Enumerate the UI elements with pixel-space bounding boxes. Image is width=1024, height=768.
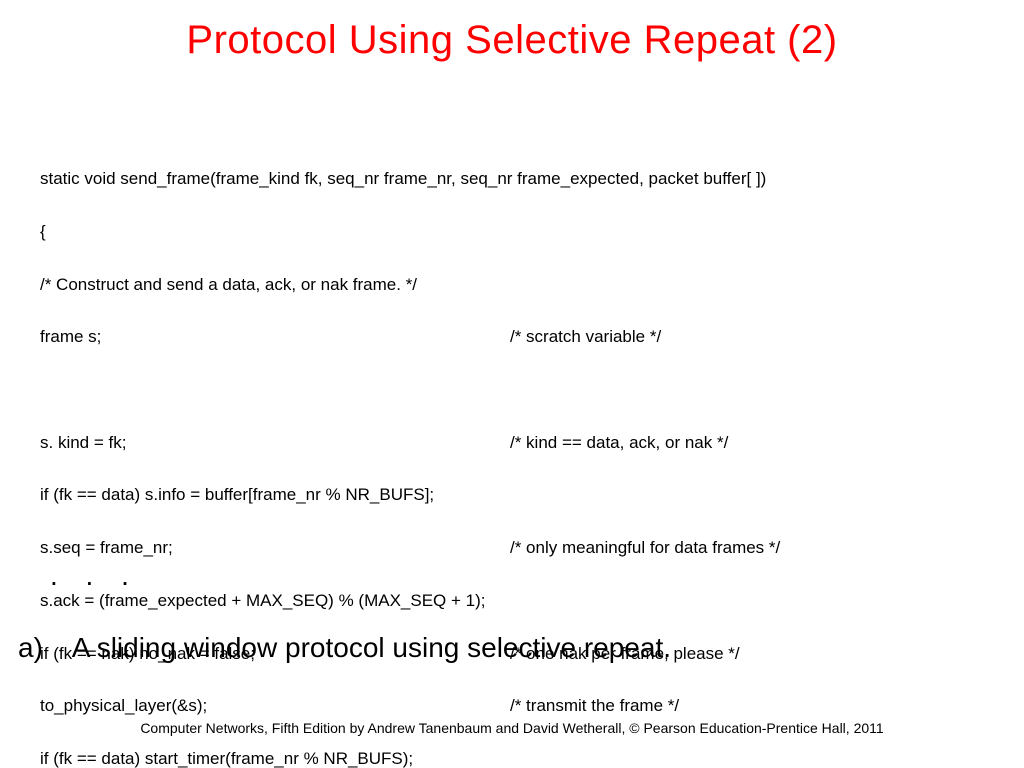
caption: a) A sliding window protocol using selec…: [18, 632, 984, 664]
code-left: {: [40, 219, 510, 245]
code-block: static void send_frame(frame_kind fk, se…: [40, 140, 1000, 768]
caption-text: A sliding window protocol using selectiv…: [72, 632, 671, 664]
code-line: if (fk == data) start_timer(frame_nr % N…: [40, 746, 1000, 768]
code-left: s. kind = fk;: [40, 430, 510, 456]
code-right: /* only meaningful for data frames */: [510, 535, 780, 561]
code-left: to_physical_layer(&s);: [40, 693, 510, 719]
code-line: static void send_frame(frame_kind fk, se…: [40, 166, 1000, 192]
slide-title: Protocol Using Selective Repeat (2): [0, 18, 1024, 63]
code-line: /* Construct and send a data, ack, or na…: [40, 272, 1000, 298]
slide: Protocol Using Selective Repeat (2) stat…: [0, 0, 1024, 768]
code-line: s.seq = frame_nr;/* only meaningful for …: [40, 535, 1000, 561]
code-left: static void send_frame(frame_kind fk, se…: [40, 166, 766, 192]
code-line: [40, 377, 1000, 403]
code-right: /* transmit the frame */: [510, 693, 679, 719]
code-left: /* Construct and send a data, ack, or na…: [40, 272, 510, 298]
code-line: s. kind = fk;/* kind == data, ack, or na…: [40, 430, 1000, 456]
ellipsis: . . .: [50, 560, 139, 592]
code-left: if (fk == data) s.info = buffer[frame_nr…: [40, 482, 434, 508]
code-line: {: [40, 219, 1000, 245]
code-right: /* kind == data, ack, or nak */: [510, 430, 728, 456]
footer: Computer Networks, Fifth Edition by Andr…: [0, 720, 1024, 736]
code-line: s.ack = (frame_expected + MAX_SEQ) % (MA…: [40, 588, 1000, 614]
code-line: to_physical_layer(&s);/* transmit the fr…: [40, 693, 1000, 719]
code-left: s.seq = frame_nr;: [40, 535, 510, 561]
caption-label: a): [18, 632, 64, 664]
code-left: if (fk == data) start_timer(frame_nr % N…: [40, 746, 413, 768]
code-line: if (fk == data) s.info = buffer[frame_nr…: [40, 482, 1000, 508]
code-right: /* scratch variable */: [510, 324, 661, 350]
code-line: frame s;/* scratch variable */: [40, 324, 1000, 350]
code-left: frame s;: [40, 324, 510, 350]
